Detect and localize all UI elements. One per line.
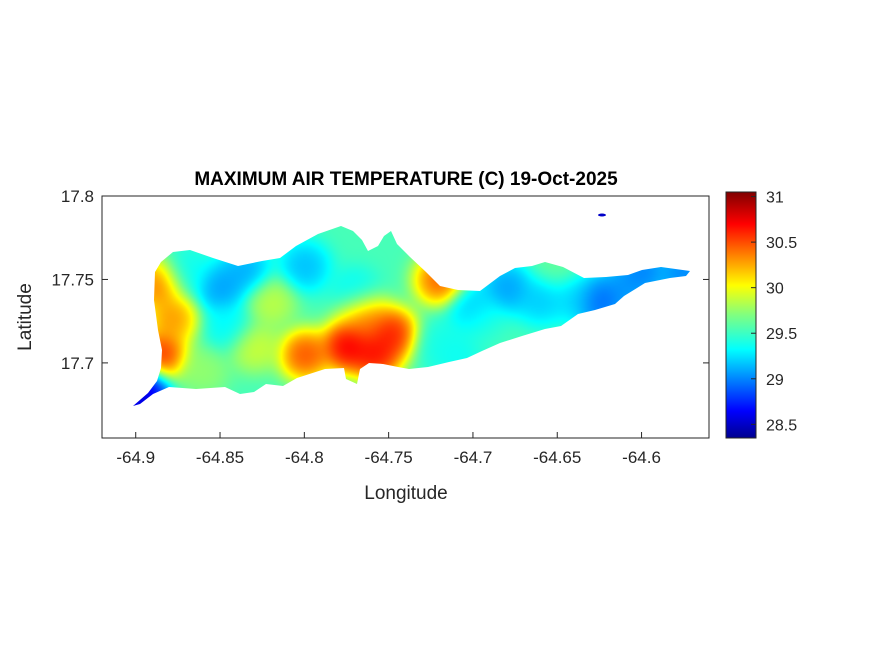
x-axis-label: Longitude xyxy=(364,483,447,504)
chart-title: MAXIMUM AIR TEMPERATURE (C) 19-Oct-2025 xyxy=(194,169,618,190)
colorbar-tick-label: 30.5 xyxy=(766,235,797,252)
colorbar-tick-label: 29 xyxy=(766,372,784,389)
colorbar-ticks: 31 30.5 30 29.5 29 28.5 xyxy=(751,190,797,434)
x-tick-label: -64.9 xyxy=(116,448,155,467)
y-tick-label: 17.7 xyxy=(61,354,94,373)
x-tick-label: -64.75 xyxy=(365,448,413,467)
colorbar-tick-label: 30 xyxy=(766,281,784,298)
colorbar-gradient xyxy=(725,191,757,439)
islet-marker xyxy=(598,213,606,217)
x-tick-label: -64.6 xyxy=(622,448,661,467)
x-axis-ticks: -64.9 -64.85 -64.8 -64.75 -64.7 -64.65 -64.6 xyxy=(116,432,661,467)
y-tick-label: 17.75 xyxy=(51,270,94,289)
y-tick-label: 17.8 xyxy=(61,187,94,206)
colorbar-tick-label: 29.5 xyxy=(766,326,797,343)
colorbar-tick-label: 31 xyxy=(766,190,784,207)
x-tick-label: -64.85 xyxy=(196,448,244,467)
x-tick-label: -64.8 xyxy=(285,448,324,467)
y-axis-ticks: 17.8 17.75 17.7 xyxy=(51,187,709,373)
x-tick-label: -64.7 xyxy=(454,448,493,467)
x-tick-label: -64.65 xyxy=(533,448,581,467)
y-axis-label: Latitude xyxy=(15,283,36,351)
colorbar: 31 30.5 30 29.5 29 28.5 xyxy=(725,190,797,439)
colorbar-tick-label: 28.5 xyxy=(766,417,797,434)
